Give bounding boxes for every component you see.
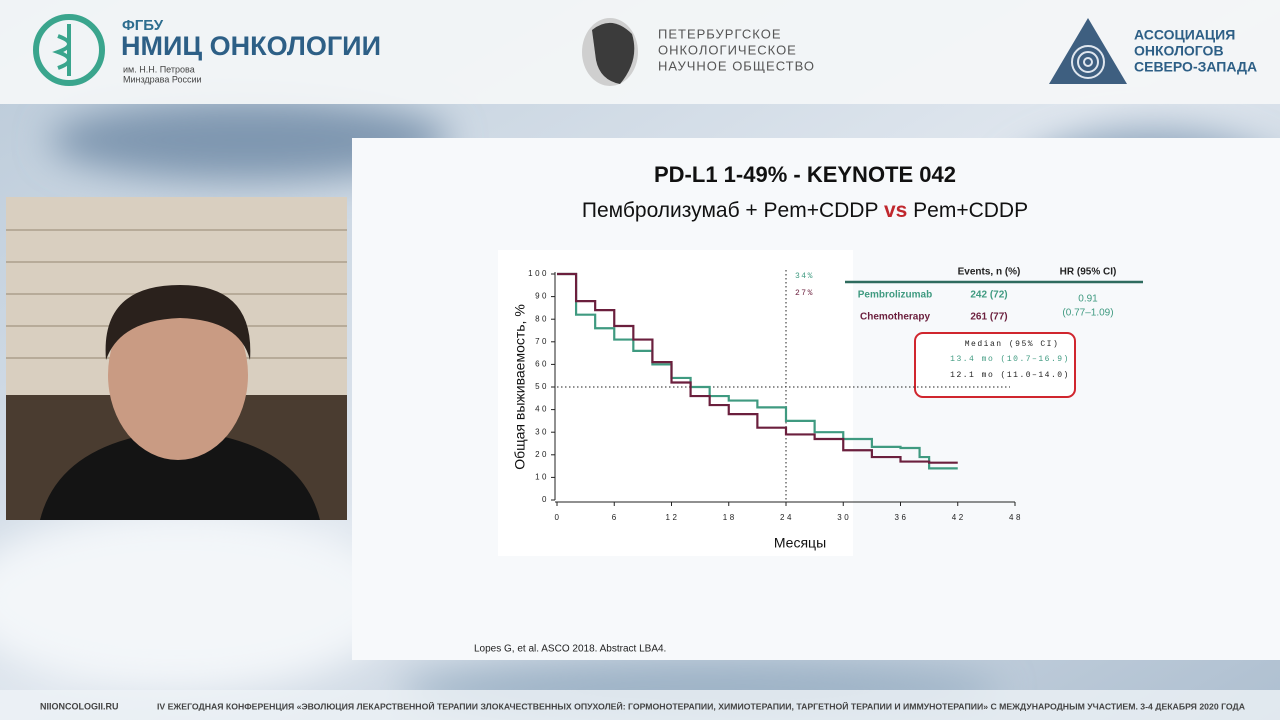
y-tick-label: 50 <box>535 382 549 391</box>
subtitle-part: Пембролизумаб + Pem+CDDP <box>582 199 878 222</box>
logo-text: НМИЦ ОНКОЛОГИИ <box>121 31 381 61</box>
footer-site: NIIONCOLOGII.RU <box>40 701 119 711</box>
table-cell: 242 (72) <box>970 290 1007 301</box>
footer-band <box>0 690 1280 720</box>
y-tick-label: 80 <box>535 314 549 323</box>
logo-text: им. Н.Н. Петрова <box>123 64 195 74</box>
x-tick-label: 24 <box>780 513 794 522</box>
y-tick-label: 20 <box>535 450 549 459</box>
table-header: Events, n (%) <box>958 267 1021 278</box>
table-row-label: Pembrolizumab <box>858 290 932 301</box>
survival-curve <box>557 272 958 470</box>
plot: 0 10 20 30 40 50 60 70 80 90 100 0 6 12 18 24 30 36 42 48 <box>528 269 1023 522</box>
subtitle-part: Pem+CDDP <box>913 199 1028 222</box>
x-tick-label: 30 <box>837 513 851 522</box>
y-tick-label: 70 <box>535 337 549 346</box>
logo-text: СЕВЕРО-ЗАПАДА <box>1134 59 1257 75</box>
x-tick-label: 6 <box>612 513 619 522</box>
x-tick-label: 48 <box>1009 513 1023 522</box>
footer-text: IV ЕЖЕГОДНАЯ КОНФЕРЕНЦИЯ «ЭВОЛЮЦИЯ ЛЕКАР… <box>157 700 1245 711</box>
citation: Lopes G, et al. ASCO 2018. Abstract LBA4… <box>474 644 666 655</box>
y-tick-label: 0 <box>542 495 549 504</box>
left-logo: ФГБУ НМИЦ ОНКОЛОГИИ им. Н.Н. Петрова Мин… <box>33 14 381 86</box>
x-tick-label: 18 <box>723 513 737 522</box>
median-title: Median (95% CI) <box>965 340 1060 349</box>
slide-subtitle: Пембролизумаб + Pem+CDDP vs Pem+CDDP <box>582 199 1028 222</box>
logo-text: НАУЧНОЕ ОБЩЕСТВО <box>658 58 815 73</box>
x-axis-label: Месяцы <box>774 535 826 551</box>
y-tick-label: 30 <box>535 427 549 436</box>
header-band <box>0 0 1280 104</box>
y-tick-label: 100 <box>528 269 549 278</box>
table-cell: (0.77–1.09) <box>1062 308 1113 319</box>
median-row: 13.4 mo (10.7–16.9) <box>950 355 1070 364</box>
annotation: 27% <box>795 289 814 298</box>
annotation: 34% <box>795 272 814 281</box>
table-cell: 261 (77) <box>970 312 1007 323</box>
y-tick-label: 90 <box>535 292 549 301</box>
table-cell: 0.91 <box>1078 294 1098 305</box>
center-logo: ПЕТЕРБУРГСКОЕ ОНКОЛОГИЧЕСКОЕ НАУЧНОЕ ОБЩ… <box>582 18 815 86</box>
logo-text: ОНКОЛОГОВ <box>1134 43 1224 59</box>
logo-text: ПЕТЕРБУРГСКОЕ <box>658 26 782 41</box>
y-tick-label: 40 <box>535 405 549 414</box>
table-row-label: Chemotherapy <box>860 312 930 323</box>
slide-title: PD-L1 1-49% - KEYNOTE 042 <box>654 162 956 187</box>
x-tick-label: 12 <box>666 513 680 522</box>
logo-text: Минздрава России <box>123 74 202 84</box>
median-row: 12.1 mo (11.0–14.0) <box>950 371 1070 380</box>
y-tick-label: 60 <box>535 360 549 369</box>
subtitle-vs: vs <box>884 199 907 222</box>
y-tick-label: 10 <box>535 473 549 482</box>
right-logo: АССОЦИАЦИЯ ОНКОЛОГОВ СЕВЕРО-ЗАПАДА <box>1049 18 1257 84</box>
y-axis-label: Общая выживаемость, % <box>512 304 528 470</box>
median-box <box>914 332 1076 398</box>
logo-text: АССОЦИАЦИЯ <box>1134 27 1235 43</box>
table-header: HR (95% CI) <box>1060 267 1117 278</box>
speaker-video <box>6 197 347 520</box>
logo-text: ОНКОЛОГИЧЕСКОЕ <box>658 42 797 57</box>
survival-curve <box>557 272 958 464</box>
logo-text: ФГБУ <box>122 17 164 34</box>
x-tick-label: 0 <box>555 513 562 522</box>
x-tick-label: 36 <box>895 513 909 522</box>
x-tick-label: 42 <box>952 513 966 522</box>
